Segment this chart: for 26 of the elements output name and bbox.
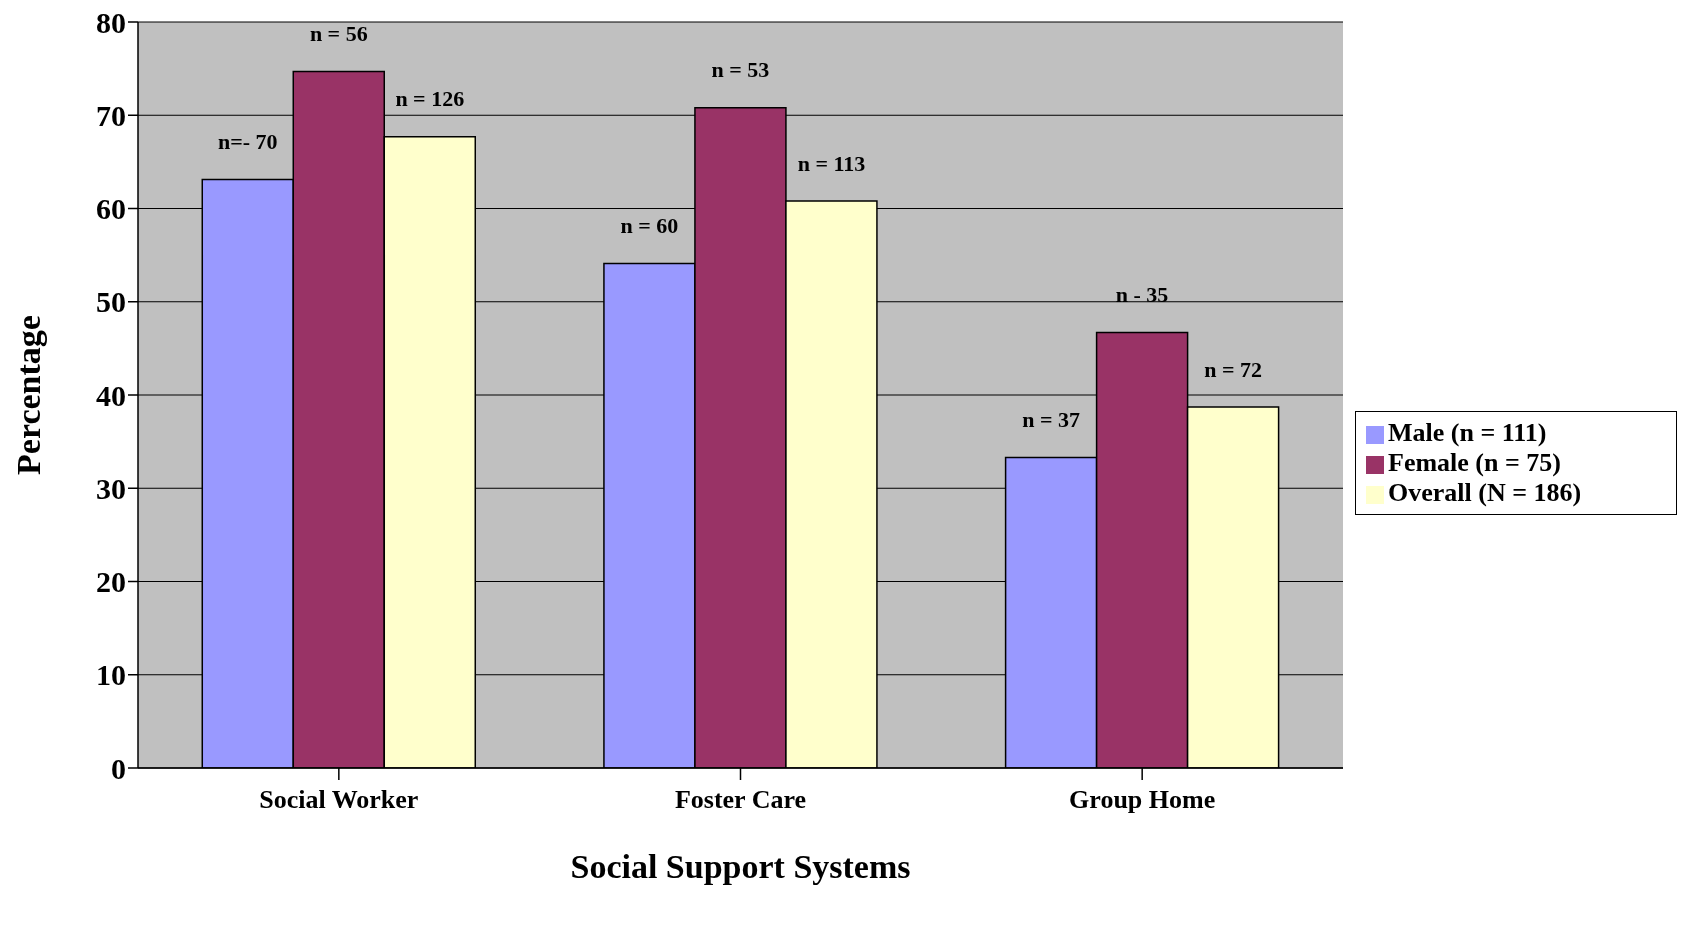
annotation: n = 37 — [1022, 406, 1080, 432]
y-tick-label: 80 — [96, 5, 126, 39]
y-tick-label: 10 — [96, 658, 126, 692]
x-tick-label: Social Worker — [259, 785, 419, 815]
legend-label: Male (n = 111) — [1388, 418, 1547, 447]
annotation: n = 72 — [1204, 356, 1262, 382]
annotation: n = 56 — [309, 20, 368, 46]
annotation: n = 53 — [711, 57, 770, 83]
y-tick-label: 40 — [96, 378, 126, 412]
annotation: n = 113 — [797, 150, 866, 176]
x-axis-title: Social Support Systems — [570, 848, 911, 885]
legend-label: Female (n = 75) — [1388, 448, 1561, 477]
x-tick-label: Group Home — [1069, 785, 1216, 815]
y-axis-title: Percentage — [10, 315, 48, 475]
y-tick-label: 50 — [96, 285, 126, 319]
annotation: n - 35 — [1115, 282, 1169, 308]
y-tick-label: 20 — [96, 565, 126, 599]
y-tick-label: 70 — [96, 98, 126, 132]
annotation: n=- 70 — [217, 129, 278, 155]
x-tick-label: Foster Care — [674, 785, 807, 815]
annotation: n = 60 — [620, 213, 679, 239]
annotation: n = 126 — [395, 86, 465, 112]
y-tick-label: 0 — [111, 751, 126, 785]
y-tick-label: 30 — [96, 471, 126, 505]
legend-label: Overall (N = 186) — [1388, 478, 1582, 507]
y-tick-label: 60 — [96, 192, 126, 226]
